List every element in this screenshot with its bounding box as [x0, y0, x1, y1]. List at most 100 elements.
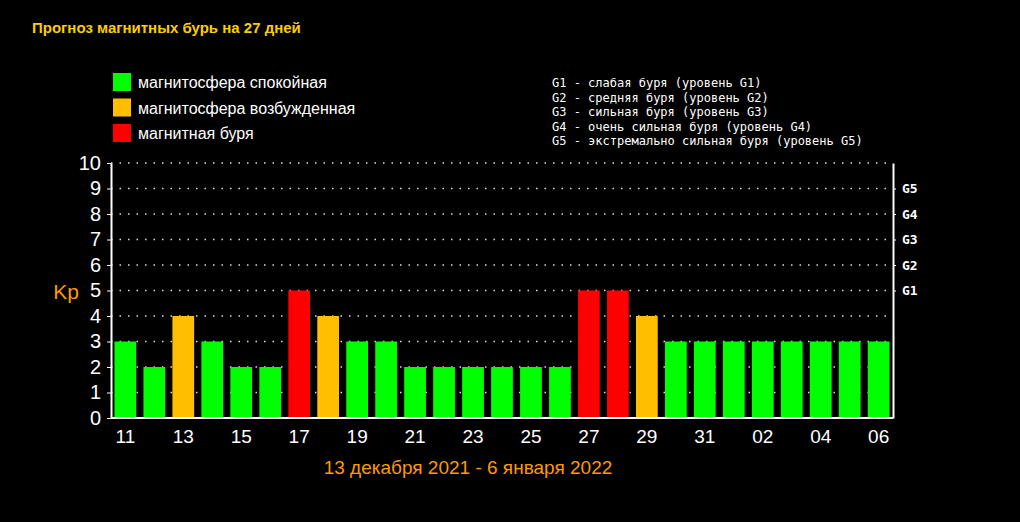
y2-tick-mark: [893, 214, 896, 215]
legend-swatch: [113, 124, 131, 142]
y-axis-title: Kp: [53, 280, 79, 303]
axis-line: [111, 417, 893, 419]
grid-line: [111, 290, 893, 292]
x-tick-label: 02: [752, 426, 773, 447]
y2-tick-label: G2: [902, 258, 918, 273]
chart: Прогноз магнитных бурь на 27 дней магнито…: [0, 0, 1020, 522]
bar: [230, 367, 252, 418]
x-tick-label: 27: [578, 426, 599, 447]
y-tick-mark: [107, 342, 111, 343]
y-tick-label: 4: [90, 305, 101, 327]
y-tick-mark: [107, 418, 111, 419]
y-tick-mark: [107, 189, 111, 190]
y-tick-mark: [107, 393, 111, 394]
y-tick-label: 2: [90, 356, 101, 378]
y-tick-mark: [107, 240, 111, 241]
y-tick: 10: [79, 152, 111, 174]
bar: [578, 291, 600, 419]
bar: [317, 316, 339, 418]
bars: [114, 291, 889, 419]
annotation: G2 - средняя буря (уровень G2): [552, 91, 769, 105]
y-tick: 4: [90, 305, 111, 327]
y-tick: 9: [90, 177, 111, 199]
legend-label: магнитосфера спокойная: [138, 74, 327, 91]
y-tick: 7: [90, 228, 111, 250]
bar: [723, 342, 745, 419]
title: Прогноз магнитных бурь на 27 дней: [32, 19, 301, 36]
bar: [781, 342, 803, 419]
x-tick: 23: [462, 418, 483, 447]
y2-tick: G3: [893, 232, 918, 247]
x-tick-label: 21: [405, 426, 426, 447]
y-tick-mark: [107, 291, 111, 292]
bar: [549, 367, 571, 418]
y-tick-label: 0: [90, 407, 101, 429]
y2-tick-label: G4: [902, 207, 918, 222]
y-tick-mark: [107, 367, 111, 368]
bar: [868, 342, 890, 419]
bar: [346, 342, 368, 419]
y-tick-label: 8: [90, 203, 101, 225]
x-tick-label: 06: [868, 426, 889, 447]
bar: [259, 367, 281, 418]
y2-tick-mark: [893, 240, 896, 241]
y-tick: 1: [90, 381, 111, 403]
y-tick-label: 7: [90, 228, 101, 250]
bar: [491, 367, 513, 418]
annotation: G5 - экстремально сильная буря (уровень …: [552, 134, 863, 148]
grid-line: [111, 417, 893, 419]
bar: [665, 342, 687, 419]
x-tick-label: 04: [810, 426, 832, 447]
x-tick-label: 17: [289, 426, 310, 447]
x-tick: 27: [578, 418, 599, 447]
bar: [607, 291, 629, 419]
y2-tick-mark: [893, 291, 896, 292]
bar: [636, 316, 658, 418]
y-tick-label: 6: [90, 254, 101, 276]
bar: [143, 367, 165, 418]
bar: [375, 342, 397, 419]
y-tick-mark: [107, 316, 111, 317]
bar: [288, 291, 310, 419]
y-tick: 5: [90, 279, 111, 301]
bar: [433, 367, 455, 418]
grid-line: [111, 239, 893, 241]
y2-tick: G2: [893, 258, 918, 273]
grid-line: [111, 315, 893, 317]
annotations: G1 - слабая буря (уровень G1)G2 - средня…: [552, 76, 863, 148]
bar: [694, 342, 716, 419]
y2-axis: G1 G2 G3 G4 G5: [893, 164, 918, 419]
y-tick-label: 1: [90, 381, 101, 403]
grid: [111, 163, 893, 418]
y-tick-mark: [107, 265, 111, 266]
legend-label: магнитная буря: [138, 125, 254, 142]
x-tick-label: 15: [231, 426, 252, 447]
bar: [462, 367, 484, 418]
x-tick-label: 25: [520, 426, 541, 447]
x-tick: 02: [752, 418, 773, 447]
annotation: G3 - сильная буря (уровень G3): [552, 105, 769, 119]
y-tick: 3: [90, 330, 111, 352]
x-tick: 19: [347, 418, 368, 447]
x-axis-title: 13 декабря 2021 - 6 января 2022: [324, 457, 613, 478]
x-axis: 1113151719212325272931020406: [111, 418, 893, 447]
y-tick: 0: [90, 407, 111, 429]
bar: [114, 342, 136, 419]
y-tick-label: 5: [90, 279, 101, 301]
y-tick-mark: [107, 163, 111, 164]
bar: [839, 342, 861, 419]
y2-tick-label: G1: [902, 283, 918, 298]
bar: [752, 342, 774, 419]
legend-swatch: [113, 73, 131, 91]
grid-line: [111, 162, 893, 164]
x-tick-label: 11: [115, 426, 135, 447]
x-tick-label: 19: [347, 426, 368, 447]
x-tick-label: 31: [694, 426, 715, 447]
x-tick: 25: [520, 418, 541, 447]
x-tick: 11: [115, 418, 135, 447]
y2-tick: G5: [893, 181, 918, 196]
x-tick: 13: [173, 418, 194, 447]
x-tick: 17: [289, 418, 310, 447]
y2-tick: G4: [893, 207, 918, 222]
y2-tick-mark: [893, 189, 896, 190]
